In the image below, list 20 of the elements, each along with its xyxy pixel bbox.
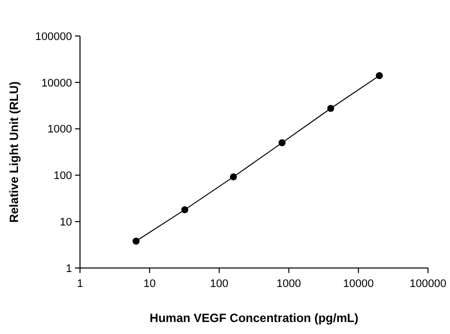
point — [376, 72, 383, 80]
point — [278, 139, 286, 146]
x-tick-label: 100 — [210, 278, 228, 290]
x-tick-label: 100000 — [410, 278, 446, 290]
y-tick-label: 10 — [60, 216, 72, 228]
y-tick-label: 1 — [66, 262, 72, 275]
point — [132, 238, 140, 245]
x-tick-label: 10 — [143, 278, 156, 290]
y-axis-title: Relative Light Unit (RLU) — [7, 81, 21, 223]
y-tick-label: 1000 — [48, 124, 72, 136]
x-tick-label: 10000 — [343, 278, 374, 290]
y-tick-label: 10000 — [41, 77, 72, 90]
y-tick-label: 100000 — [35, 30, 72, 43]
point — [181, 206, 188, 214]
y-tick-label: 100 — [54, 170, 72, 182]
x-tick-label: 1 — [76, 278, 84, 290]
x-tick-label: 1000 — [276, 278, 302, 290]
point — [327, 104, 334, 112]
x-axis-title: Human VEGF Concentration (pg/mL) — [150, 311, 358, 325]
point — [230, 173, 237, 180]
